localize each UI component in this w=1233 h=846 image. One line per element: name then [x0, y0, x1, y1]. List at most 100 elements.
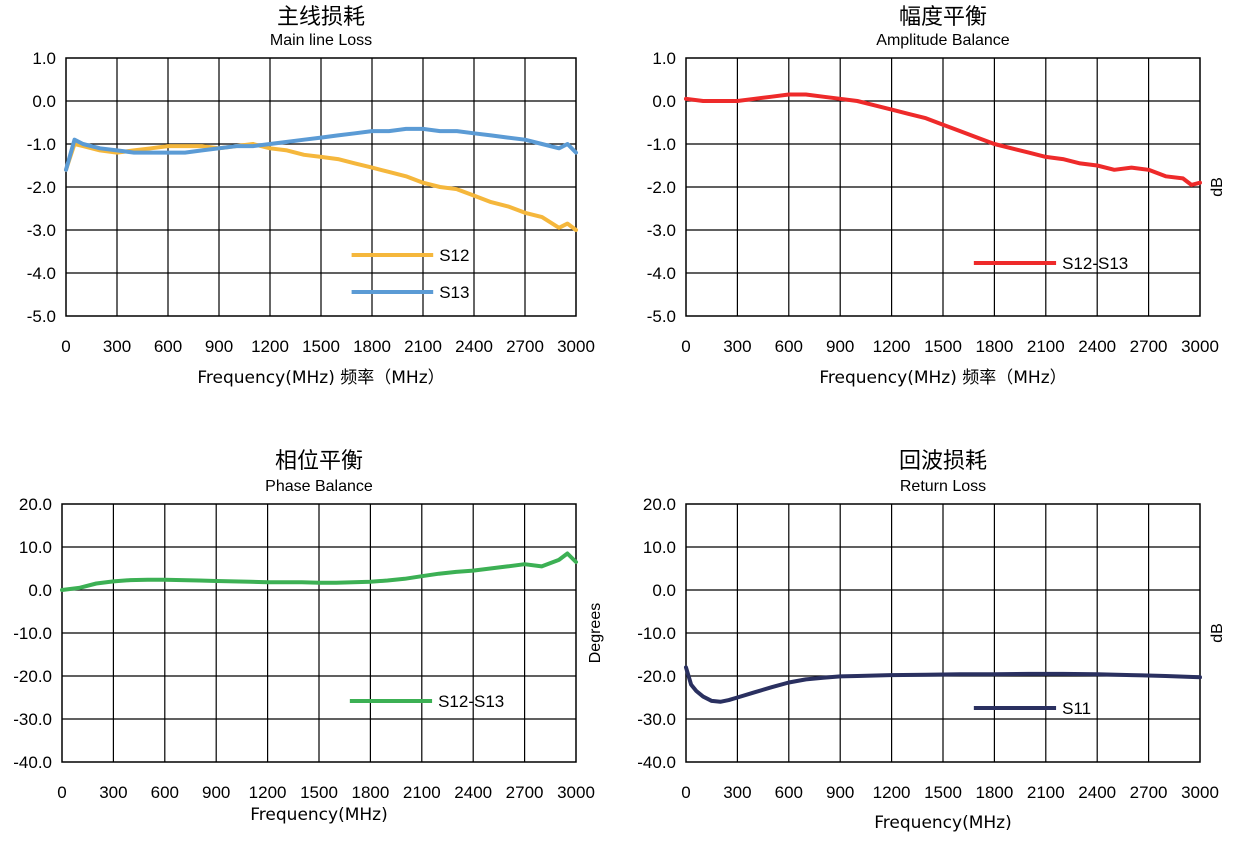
x-tick-label: 900 — [826, 783, 854, 802]
x-tick-label: 900 — [202, 783, 230, 802]
x-tick-label: 300 — [723, 337, 751, 356]
legend-label: S12-S13 — [438, 692, 504, 711]
y-tick-label: -10.0 — [13, 624, 52, 643]
y-tick-label: -5.0 — [27, 307, 56, 326]
x-tick-label: 1800 — [975, 337, 1013, 356]
chart-title: 幅度平衡 — [899, 5, 987, 30]
x-tick-label: 1500 — [302, 337, 340, 356]
y-axis-label: Degrees — [587, 603, 604, 663]
legend-label: S12 — [439, 246, 469, 265]
x-tick-label: 900 — [205, 337, 233, 356]
y-tick-label: -30.0 — [637, 710, 676, 729]
x-tick-label: 1500 — [300, 783, 338, 802]
x-tick-label: 300 — [99, 783, 127, 802]
series-line-s13 — [64, 126, 578, 172]
y-tick-label: -40.0 — [13, 753, 52, 772]
x-axis-label: Frequency(MHz) — [250, 805, 387, 825]
x-tick-label: 2400 — [455, 337, 493, 356]
x-tick-label: 0 — [681, 337, 690, 356]
chart-4: 0 300 600 900 1200 1500 1800 2100 2400 2700 3000 20… — [637, 449, 1226, 833]
y-tick-label: -30.0 — [13, 710, 52, 729]
chart-1: 0 300 600 900 1200 1500 1800 2100 2400 2700 3000 1.… — [27, 5, 595, 388]
x-tick-label: 1200 — [249, 783, 287, 802]
y-tick-label: -5.0 — [647, 307, 676, 326]
x-axis-label: Frequency(MHz) — [874, 813, 1011, 833]
x-tick-label: 2400 — [454, 783, 492, 802]
y-tick-label: 0.0 — [652, 92, 676, 111]
y-tick-label: -20.0 — [13, 667, 52, 686]
x-tick-label: 1200 — [873, 337, 911, 356]
x-tick-label: 2400 — [1078, 337, 1116, 356]
x-tick-label: 2100 — [403, 783, 441, 802]
chart-subtitle: Amplitude Balance — [876, 32, 1010, 49]
y-tick-label: 0.0 — [32, 92, 56, 111]
y-tick-label: -1.0 — [647, 135, 676, 154]
x-tick-label: 1500 — [924, 337, 962, 356]
legend-label: S13 — [439, 283, 469, 302]
series-line-s12-s13 — [684, 92, 1202, 187]
x-tick-label: 0 — [61, 337, 70, 356]
y-tick-label: -2.0 — [27, 178, 56, 197]
y-tick-label: -3.0 — [27, 221, 56, 240]
chart-title: 回波损耗 — [899, 449, 987, 474]
x-tick-label: 600 — [775, 783, 803, 802]
x-tick-label: 1800 — [353, 337, 391, 356]
y-tick-label: 1.0 — [32, 49, 56, 68]
y-tick-label: 0.0 — [28, 581, 52, 600]
y-tick-label: 10.0 — [19, 538, 52, 557]
x-tick-label: 0 — [681, 783, 690, 802]
chart-subtitle: Return Loss — [900, 478, 986, 495]
y-tick-label: -20.0 — [637, 667, 676, 686]
x-tick-label: 2700 — [1130, 783, 1168, 802]
x-tick-label: 1800 — [351, 783, 389, 802]
y-tick-label: 10.0 — [643, 538, 676, 557]
y-tick-label: 20.0 — [643, 495, 676, 514]
legend-label: S11 — [1062, 699, 1091, 718]
y-axis-label: dB — [1209, 177, 1226, 197]
chart-title: 主线损耗 — [277, 5, 365, 30]
x-tick-label: 300 — [723, 783, 751, 802]
x-tick-label: 2100 — [404, 337, 442, 356]
y-tick-label: -3.0 — [647, 221, 676, 240]
x-tick-label: 2100 — [1027, 337, 1065, 356]
chart-title: 相位平衡 — [275, 449, 363, 474]
series-line-s11 — [684, 665, 1202, 704]
x-tick-label: 3000 — [1181, 337, 1219, 356]
series-line-s12-s13 — [60, 551, 578, 592]
x-tick-label: 2700 — [506, 783, 544, 802]
x-tick-label: 2700 — [1130, 337, 1168, 356]
x-tick-label: 1800 — [975, 783, 1013, 802]
x-tick-label: 0 — [57, 783, 66, 802]
chart-2: 0 300 600 900 1200 1500 1800 2100 2400 2700 3000 1.… — [647, 5, 1226, 388]
series-line-s12 — [64, 142, 578, 232]
y-tick-label: 1.0 — [652, 49, 676, 68]
x-tick-label: 3000 — [557, 783, 595, 802]
x-tick-label: 600 — [151, 783, 179, 802]
y-tick-label: 0.0 — [652, 581, 676, 600]
y-axis-label: dB — [1209, 623, 1226, 643]
x-tick-label: 900 — [826, 337, 854, 356]
legend-label: S12-S13 — [1062, 254, 1128, 273]
y-tick-label: -40.0 — [637, 753, 676, 772]
x-tick-label: 3000 — [1181, 783, 1219, 802]
y-tick-label: -4.0 — [27, 264, 56, 283]
chart-3: 0 300 600 900 1200 1500 1800 2100 2400 2700 3000 20… — [13, 449, 604, 825]
x-tick-label: 1500 — [924, 783, 962, 802]
chart-subtitle: Phase Balance — [265, 478, 373, 495]
x-tick-label: 600 — [154, 337, 182, 356]
x-tick-label: 2100 — [1027, 783, 1065, 802]
chart-subtitle: Main line Loss — [270, 32, 372, 49]
x-tick-label: 2400 — [1078, 783, 1116, 802]
x-tick-label: 3000 — [557, 337, 595, 356]
y-tick-label: 20.0 — [19, 495, 52, 514]
x-axis-label: Frequency(MHz) 频率（MHz） — [197, 368, 444, 388]
x-tick-label: 2700 — [506, 337, 544, 356]
x-tick-label: 600 — [775, 337, 803, 356]
x-tick-label: 1200 — [873, 783, 911, 802]
x-axis-label: Frequency(MHz) 频率（MHz） — [819, 368, 1066, 388]
x-tick-label: 300 — [103, 337, 131, 356]
y-tick-label: -2.0 — [647, 178, 676, 197]
y-tick-label: -10.0 — [637, 624, 676, 643]
